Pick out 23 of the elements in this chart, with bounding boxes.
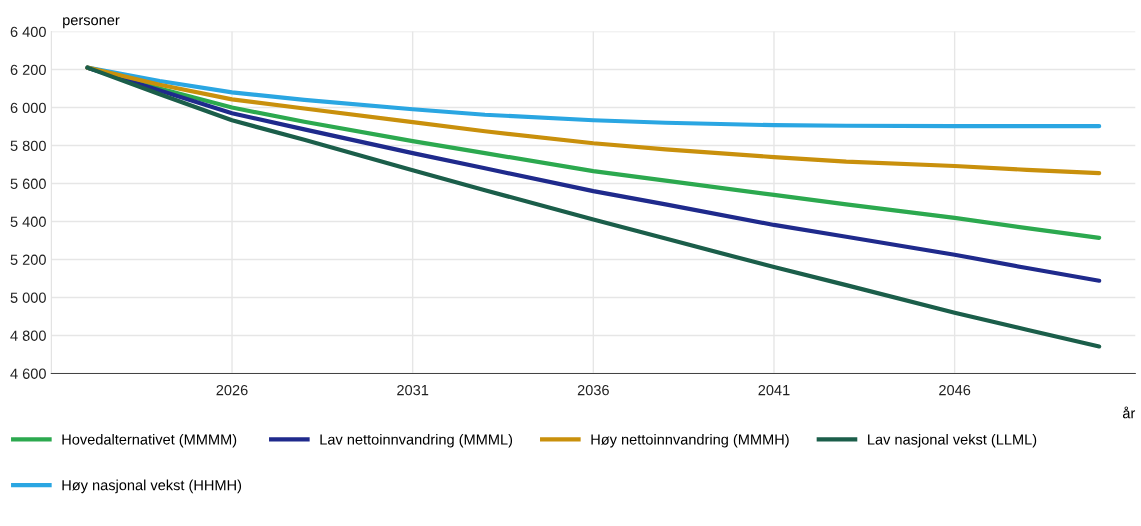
x-axis-title: år xyxy=(1122,406,1136,419)
legend-label: Hovedalternativet (MMMM) xyxy=(62,433,237,448)
y-tick-label: 6 200 xyxy=(10,64,46,75)
legend-label: Høy nettoinnvandring (MMMH) xyxy=(591,433,789,448)
y-tick-label: 5 400 xyxy=(10,216,46,227)
legend-label: Lav nasjonal vekst (LLML) xyxy=(868,433,1037,448)
y-tick-label: 4 800 xyxy=(10,330,46,341)
y-tick-label: 6 400 xyxy=(10,26,46,37)
x-tick-label: 2036 xyxy=(577,384,609,396)
line-series xyxy=(85,65,1102,349)
legend-label: Høy nasjonal vekst (HHMH) xyxy=(62,479,242,494)
x-tick-label: 2031 xyxy=(397,384,429,396)
x-tick-label: 2026 xyxy=(216,384,248,396)
y-axis-title: personer xyxy=(63,17,120,29)
x-tick-label: 2046 xyxy=(939,384,971,396)
y-tick-label: 5 800 xyxy=(10,140,46,151)
y-tick-label: 5 000 xyxy=(10,292,46,303)
y-tick-label: 5 200 xyxy=(10,254,46,265)
legend-label: Lav nettoinnvandring (MMML) xyxy=(320,433,513,448)
x-tick-label: 2041 xyxy=(758,384,790,396)
y-tick-label: 4 600 xyxy=(10,368,46,379)
y-tick-label: 5 600 xyxy=(10,178,46,189)
y-tick-label: 6 000 xyxy=(10,102,46,113)
